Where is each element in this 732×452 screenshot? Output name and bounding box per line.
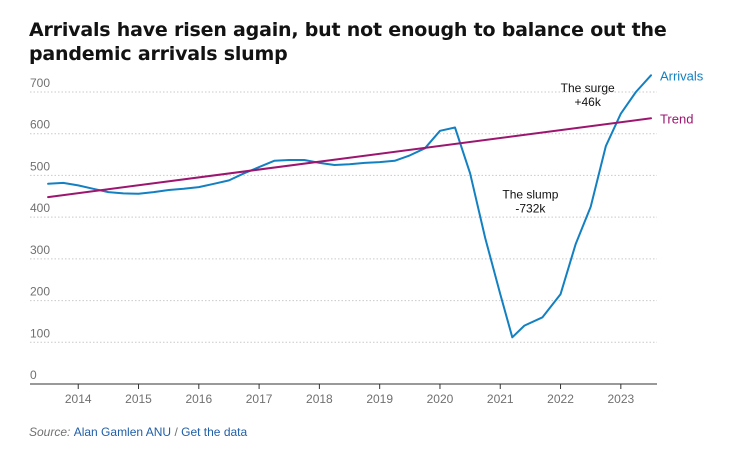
x-tick-label: 2021 [487, 392, 514, 406]
source-separator: / [174, 425, 178, 439]
x-tick-label: 2020 [427, 392, 454, 406]
source-author-link[interactable]: Alan Gamlen ANU [73, 425, 172, 439]
legend-label-arrivals: Arrivals [660, 68, 704, 83]
series-lines [47, 74, 652, 339]
y-tick-label: 500 [30, 159, 50, 173]
annotation-label: The slump [502, 187, 558, 201]
x-tick-label: 2022 [547, 392, 574, 406]
x-tick-label: 2016 [185, 392, 212, 406]
chart-title: Arrivals have risen again, but not enoug… [29, 19, 667, 65]
x-tick-label: 2018 [306, 392, 333, 406]
x-tick-label: 2015 [125, 392, 152, 406]
x-tick-label: 2023 [607, 392, 634, 406]
annotation-label: +46k [574, 95, 601, 109]
series-line-trend [47, 117, 652, 199]
y-tick-label: 100 [30, 326, 50, 340]
x-tick-label: 2017 [246, 392, 273, 406]
legend-label-trend: Trend [660, 111, 693, 126]
series-line-arrivals [47, 74, 652, 339]
y-tick-label: 600 [30, 118, 50, 132]
x-tick-label: 2014 [65, 392, 92, 406]
y-tick-label: 0 [30, 368, 37, 382]
annotations: The slump-732k The surge+46k [502, 81, 615, 215]
legend: Arrivals Trend [660, 68, 704, 126]
x-tick-label: 2019 [366, 392, 393, 406]
y-tick-label: 300 [30, 243, 50, 257]
source-prefix: Source: [29, 425, 71, 439]
y-tick-label: 400 [30, 201, 50, 215]
get-the-data-link[interactable]: Get the data [181, 425, 248, 439]
gridlines [30, 91, 657, 385]
y-tick-label: 200 [30, 285, 50, 299]
annotation-label: The surge [561, 81, 615, 95]
x-axis-ticks: 2014 2015 2016 2017 2018 2019 2020 2021 2022 2023 [65, 384, 634, 406]
y-axis-ticks: 0 100 200 300 400 500 600 700 [30, 76, 50, 382]
annotation-label: -732k [515, 201, 546, 215]
source-note: Source: Alan Gamlen ANU / Get the data [29, 425, 247, 439]
y-tick-label: 700 [30, 76, 50, 90]
